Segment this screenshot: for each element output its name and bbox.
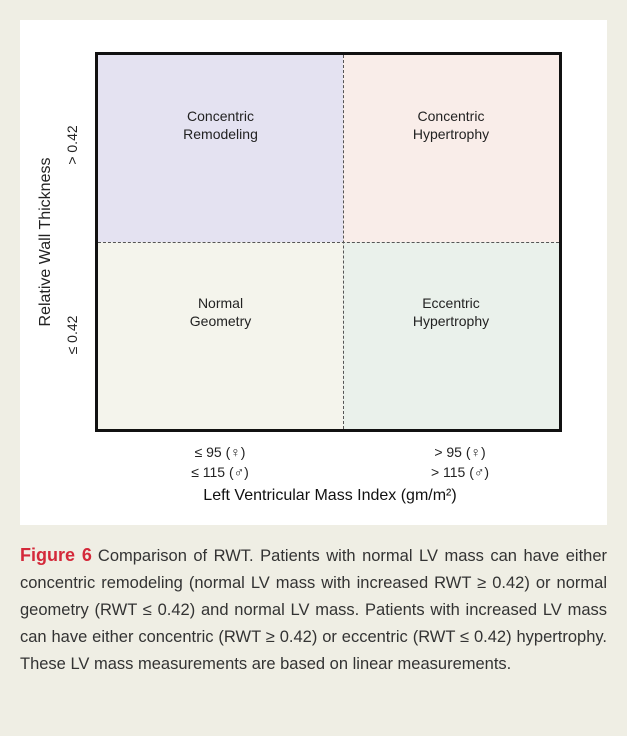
divider [98, 242, 559, 243]
figure-panel: Concentric Remodeling Concentric Hypertr… [20, 20, 607, 525]
quadrant-label: Concentric Remodeling [183, 108, 258, 142]
x-tick-label: ≤ 95 (♀) ≤ 115 (♂) [191, 444, 249, 480]
quadrant-label: Concentric Hypertrophy [412, 108, 490, 142]
caption: Figure 6 Comparison of RWT. Patients with… [20, 542, 607, 678]
quadrant: Normal Geometry [98, 242, 343, 429]
quadrant: Concentric Remodeling [98, 55, 343, 242]
caption-label: Figure 6 [20, 545, 92, 565]
y-tick-label: ≤ 0.42 [64, 315, 80, 355]
x-axis-label: Left Ventricular Mass Index (gm/m²) [203, 487, 457, 504]
quadrant-label: Normal Geometry [189, 295, 252, 329]
quadrant-grid: Concentric Remodeling Concentric Hypertr… [95, 52, 562, 432]
x-tick-label: > 95 (♀) > 115 (♂) [430, 444, 490, 480]
y-tick-label: > 0.42 [64, 125, 80, 165]
caption-text: Comparison of RWT. Patients with normal … [20, 547, 607, 673]
quadrant: Eccentric Hypertrophy [343, 242, 559, 429]
y-axis-label: Relative Wall Thickness [37, 157, 54, 327]
quadrant: Concentric Hypertrophy [343, 55, 559, 242]
quadrant-label: Eccentric Hypertrophy [412, 295, 490, 329]
